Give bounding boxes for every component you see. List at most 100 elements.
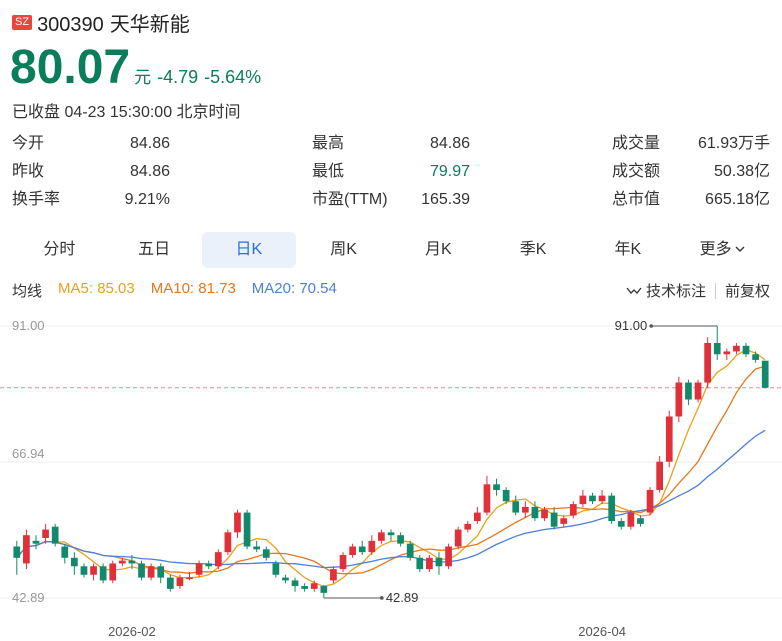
tab-monthly-k[interactable]: 月K — [425, 241, 452, 258]
candle-body — [310, 583, 318, 589]
candle-body — [243, 512, 251, 547]
candle-body — [387, 532, 395, 536]
candle-body — [224, 532, 232, 553]
candle-body — [646, 489, 654, 513]
candle-body — [406, 543, 414, 558]
low-marker-dot — [380, 596, 384, 600]
candle-body — [675, 382, 683, 417]
tab-more[interactable]: 更多 — [675, 232, 770, 268]
candle-body — [118, 560, 126, 564]
stat-market-cap: 总市值 665.18亿 — [612, 191, 770, 208]
tab-intraday[interactable]: 分时 — [43, 241, 76, 258]
candle-body — [186, 577, 193, 580]
candle-body — [579, 495, 587, 505]
candle-body — [109, 563, 117, 581]
high-marker-label: 91.00 — [615, 318, 648, 333]
candle-body — [723, 351, 731, 355]
candle-body — [99, 566, 107, 581]
tab-daily-k[interactable]: 日K — [201, 232, 297, 268]
candle-body — [435, 557, 443, 567]
ma20-value: MA20: 70.54 — [251, 280, 337, 297]
candle-body — [598, 495, 606, 502]
price-unit: 元 — [134, 68, 152, 87]
candle-body — [733, 345, 740, 352]
candle-body — [339, 554, 347, 570]
candle-body — [378, 532, 385, 541]
candle-body — [291, 580, 299, 587]
candle-body — [713, 342, 721, 355]
candle-body — [23, 535, 30, 564]
candle-body — [521, 506, 529, 513]
candle-body — [761, 360, 769, 388]
candle-body — [32, 540, 40, 544]
tab-yearly-k[interactable]: 年K — [614, 241, 642, 258]
candle-body — [454, 529, 462, 547]
candle-body — [330, 569, 337, 581]
exchange-badge: SZ — [12, 15, 33, 30]
candle-body — [42, 529, 49, 539]
stock-header: SZ 300390 天华新能 — [12, 8, 196, 37]
period-tabs: 分时 五日 日K 周K 月K 季K 年K 更多 — [12, 232, 770, 268]
candle-body — [608, 495, 616, 522]
candle-body — [157, 566, 165, 578]
stats-left: 今开 84.86 昨收 84.86 换手率 9.21% — [12, 134, 170, 218]
candle-body — [550, 512, 558, 527]
tab-weekly-k[interactable]: 周K — [330, 241, 357, 258]
forward-adjust-button[interactable]: 前复权 — [724, 283, 770, 300]
candle-body — [656, 461, 664, 490]
candle-body — [493, 484, 500, 490]
tech-mark-button[interactable]: 技术标注 — [645, 283, 706, 300]
candle-body — [128, 560, 136, 564]
candle-body — [234, 512, 241, 533]
candle-body — [637, 518, 644, 524]
stat-low: 最低 79.97 — [312, 163, 470, 180]
tab-quarterly-k[interactable]: 季K — [519, 241, 547, 258]
annotation-icon — [626, 287, 642, 294]
y-tick-label: 42.89 — [12, 590, 45, 605]
candle-body — [262, 549, 270, 558]
stat-high: 最高 84.86 — [312, 135, 470, 152]
chart-tools: 技术标注 前复权 — [626, 280, 770, 301]
candle-body — [320, 586, 328, 593]
candle-body — [694, 382, 702, 400]
candle-body — [426, 557, 433, 570]
current-price: 80.07 — [10, 41, 131, 94]
candle-body — [752, 354, 759, 360]
ma-title: 均线 — [12, 283, 43, 300]
candle-body — [742, 345, 750, 355]
stat-turnover: 换手率 9.21% — [12, 191, 170, 208]
ma20-line — [16, 429, 766, 569]
candle-body — [483, 484, 491, 513]
candle-body — [61, 546, 69, 558]
candle-body — [349, 546, 356, 555]
candle-body — [138, 563, 145, 578]
y-tick-label: 91.00 — [12, 318, 45, 333]
candle-body — [464, 523, 472, 530]
candle-body — [617, 521, 625, 527]
stat-amount: 成交额 50.38亿 — [612, 163, 770, 180]
tab-five-day[interactable]: 五日 — [138, 241, 171, 258]
stat-open: 今开 84.86 — [12, 135, 170, 152]
candle-body — [282, 577, 289, 581]
x-axis-label: 2026-02 — [108, 624, 156, 639]
candle-body — [13, 546, 21, 558]
stock-code: 300390 — [37, 14, 104, 36]
high-marker-dot — [649, 324, 654, 328]
kline-chart[interactable]: 91.00 66.94 42.89 91.00 42.89 2026-02 2026-04 — [0, 300, 782, 641]
candle-body — [560, 518, 568, 524]
stat-volume: 成交量 61.93万手 — [612, 135, 770, 152]
candle-body — [253, 546, 261, 550]
candle-body — [301, 586, 309, 589]
ma10-line — [16, 365, 766, 575]
candle-body — [416, 557, 424, 570]
candle-body — [90, 566, 97, 575]
tools-divider — [714, 282, 716, 299]
candle-body — [397, 535, 404, 544]
candle-body — [627, 512, 635, 527]
stock-name: 天华新能 — [109, 14, 190, 36]
candle-body — [214, 552, 222, 567]
candle-body — [704, 342, 711, 383]
candle-body — [589, 495, 596, 502]
candle-body — [569, 504, 577, 516]
chevron-down-icon — [735, 246, 745, 252]
